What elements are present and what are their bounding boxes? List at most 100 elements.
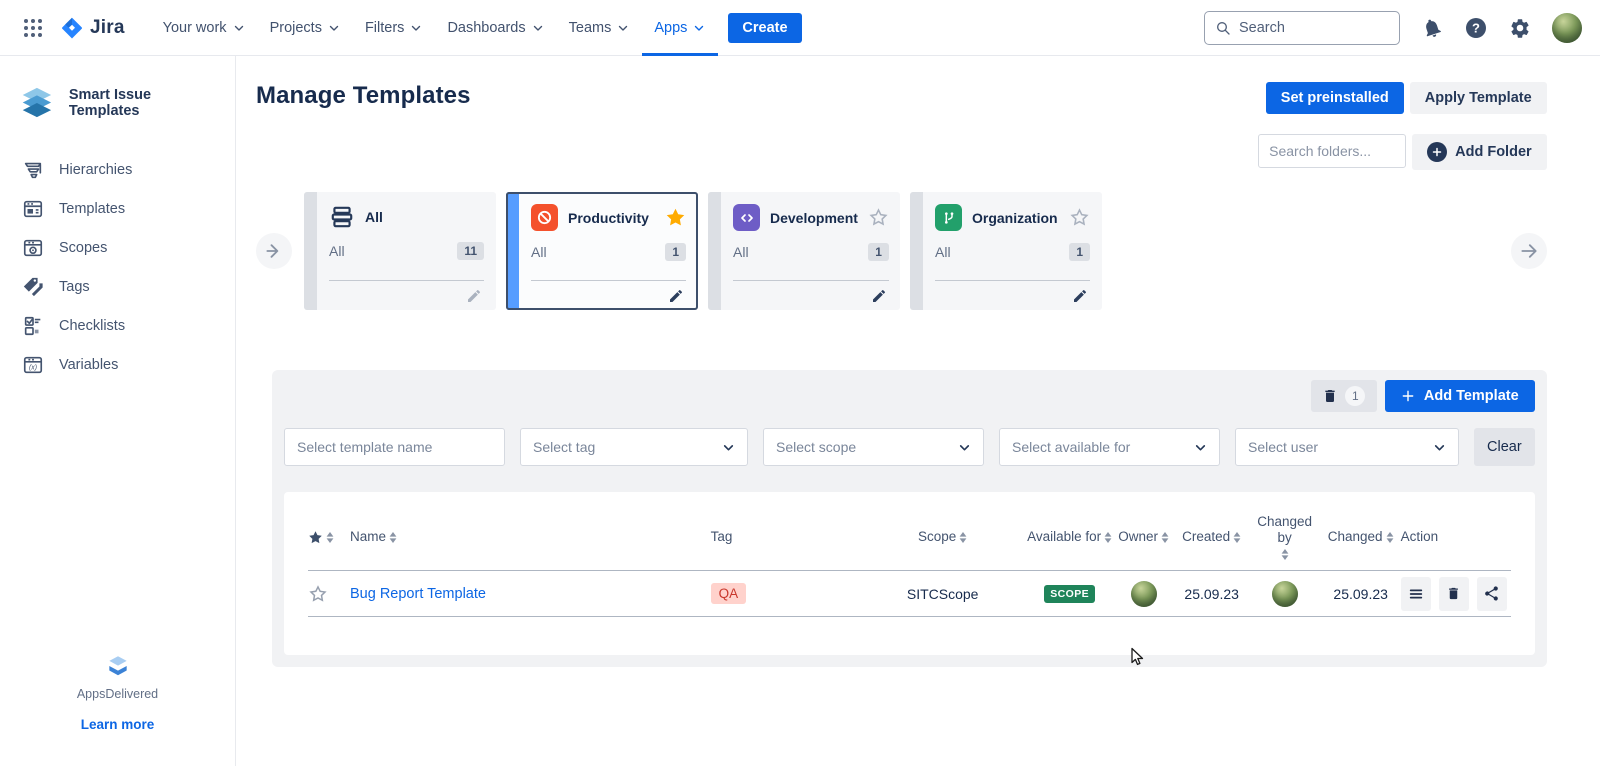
archive-icon [329,204,355,230]
folder-card-organization[interactable]: Organization All 1 [910,192,1102,310]
create-button[interactable]: Create [728,12,802,43]
sidebar-item-hierarchies[interactable]: Hierarchies [18,150,225,189]
search-icon [1217,21,1230,35]
main-content: Manage Templates Set preinstalled Apply … [236,56,1600,766]
folder-stripe [708,192,721,310]
folder-count-badge: 1 [868,243,889,261]
header-scope[interactable]: Scope [859,529,1027,545]
header-changed[interactable]: Changed [1321,529,1401,545]
global-search[interactable] [1204,10,1400,45]
search-folders-input[interactable] [1258,134,1407,168]
trash-icon [1449,588,1459,600]
sort-icon [389,531,397,543]
folder-card-development[interactable]: Development All 1 [708,192,900,310]
share-icon [1485,586,1498,601]
clear-filters-button[interactable]: Clear [1474,428,1535,466]
owner-avatar[interactable] [1130,580,1157,607]
help-icon[interactable]: ? [1464,16,1488,40]
hamburger-icon [1409,589,1422,599]
edit-pencil-icon[interactable] [668,288,684,304]
nav-item-your-work[interactable]: Your work [151,0,258,56]
star-outline-icon[interactable] [1069,207,1090,228]
learn-more-link[interactable]: Learn more [80,717,155,732]
page-title: Manage Templates [256,82,471,109]
templates-icon [22,198,44,220]
hierarchies-icon [22,159,44,181]
created-date: 25.09.23 [1184,585,1239,602]
favorite-star-icon[interactable] [665,207,686,228]
bulk-delete-button[interactable]: 1 [1310,380,1377,412]
edit-pencil-icon[interactable] [1072,288,1088,304]
chevron-down-icon [329,25,339,31]
header-changed-by[interactable]: Changed by [1249,514,1321,561]
svg-text:(x): (x) [29,364,37,371]
filter-user-select[interactable]: Select user [1235,428,1459,466]
folder-card-all[interactable]: All All 11 [304,192,496,310]
folder-card-productivity[interactable]: Productivity All 1 [506,192,698,310]
sidebar-item-scopes[interactable]: Scopes [18,228,225,267]
templates-panel: 1 Add Template Select tag Select scope [272,370,1547,668]
chevron-down-icon [959,444,970,450]
changed-by-avatar[interactable] [1271,580,1298,607]
star-outline-icon[interactable] [868,207,889,228]
tags-icon [22,276,44,298]
row-menu-button[interactable] [1400,576,1431,611]
add-folder-button[interactable]: Add Folder [1412,134,1547,170]
sort-icon [1233,531,1241,543]
user-avatar[interactable] [1552,12,1582,43]
carousel-left-arrow[interactable] [256,233,292,269]
edit-pencil-icon[interactable] [871,288,887,304]
star-filled-icon [309,530,322,543]
header-favorite[interactable] [308,530,350,545]
sidebar-item-templates[interactable]: Templates [18,189,225,228]
notifications-icon[interactable] [1421,17,1443,39]
nav-item-apps[interactable]: Apps [642,0,718,56]
nav-item-projects[interactable]: Projects [258,0,353,56]
header-available-for[interactable]: Available for [1027,529,1113,545]
app-switcher-icon[interactable] [16,11,50,45]
svg-text:?: ? [1472,20,1480,35]
jira-logo[interactable]: Jira [60,16,125,40]
carousel-right-arrow[interactable] [1510,233,1547,269]
sort-icon [1104,531,1112,543]
nav-item-filters[interactable]: Filters [353,0,435,56]
header-owner[interactable]: Owner [1113,529,1175,545]
scope-cell: SITCScope [906,585,979,602]
filter-tag-select[interactable]: Select tag [520,428,748,466]
filter-template-name[interactable] [284,428,505,466]
sidebar-item-variables[interactable]: (x) Variables [18,345,225,384]
trash-icon [1325,390,1336,402]
sort-icon [326,531,334,543]
chevron-down-icon [723,444,734,450]
tag-chip[interactable]: QA [710,583,747,605]
add-template-button[interactable]: Add Template [1384,380,1535,412]
edit-pencil-icon[interactable] [466,288,482,304]
header-created[interactable]: Created [1175,529,1249,545]
filter-scope-select[interactable]: Select scope [763,428,984,466]
chevron-down-icon [695,25,704,31]
set-preinstalled-button[interactable]: Set preinstalled [1265,82,1404,114]
row-star-outline-icon[interactable] [308,584,328,604]
table-row[interactable]: Bug Report Template QA SITCScope SCOPE 2… [308,571,1511,618]
template-name-input[interactable] [297,439,492,455]
sort-icon [1161,531,1169,543]
sort-icon [959,531,967,543]
appsdelivered-label: AppsDelivered [76,687,159,701]
filter-available-for-select[interactable]: Select available for [999,428,1220,466]
global-search-input[interactable] [1239,19,1369,36]
header-name[interactable]: Name [350,529,711,545]
settings-gear-icon[interactable] [1509,17,1531,39]
nav-item-teams[interactable]: Teams [557,0,643,56]
nav-item-dashboards[interactable]: Dashboards [435,0,556,56]
row-delete-button[interactable] [1438,576,1469,611]
sidebar-item-tags[interactable]: Tags [18,267,225,306]
apply-template-button[interactable]: Apply Template [1409,82,1547,114]
sort-icon [1386,531,1394,543]
template-name-link[interactable]: Bug Report Template [350,585,486,602]
sidebar-item-checklists[interactable]: Checklists [18,306,225,345]
row-share-button[interactable] [1476,576,1507,611]
jira-logo-icon [62,17,82,38]
folder-name: All [365,209,383,225]
folder-count-badge: 11 [457,242,484,260]
plus-icon [1402,390,1414,402]
